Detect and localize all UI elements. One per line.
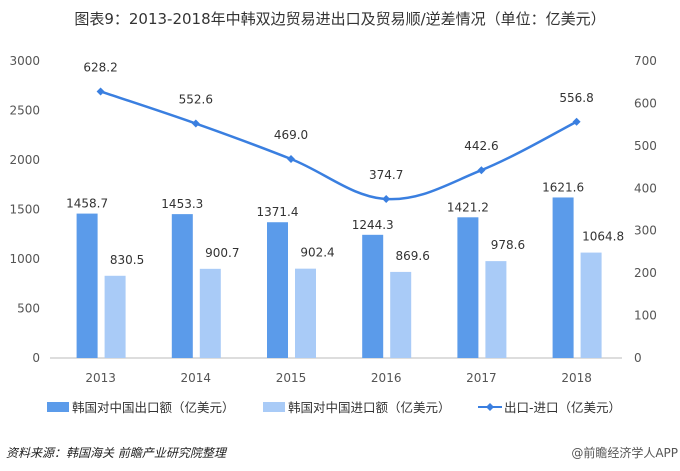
bar-data-label: 1244.3	[352, 218, 394, 232]
right-axis-tick: 600	[634, 96, 657, 110]
legend-swatch-export	[47, 402, 69, 412]
x-axis-tick: 2016	[371, 371, 402, 385]
bar-import	[104, 275, 126, 358]
bar-export	[457, 217, 479, 358]
x-axis-tick: 2014	[181, 371, 212, 385]
legend-swatch-import	[263, 402, 285, 412]
left-axis-tick: 1500	[9, 203, 40, 217]
bar-data-label: 1621.6	[542, 180, 584, 194]
chart-title: 图表9：2013-2018年中韩双边贸易进出口及贸易顺/逆差情况（单位：亿美元）	[74, 10, 605, 28]
right-axis-tick: 300	[634, 224, 657, 238]
bar-data-label: 830.5	[110, 253, 144, 267]
bar-import	[485, 261, 507, 358]
left-axis-tick: 2000	[9, 153, 40, 167]
left-axis-tick: 1000	[9, 252, 40, 266]
line-data-label: 628.2	[83, 60, 117, 74]
bar-import	[580, 252, 602, 358]
right-axis-tick: 500	[634, 139, 657, 153]
bar-export	[552, 197, 574, 358]
legend-label-export: 韩国对中国出口额（亿美元）	[72, 400, 235, 415]
source-note: 资料来源：韩国海关 前瞻产业研究院整理	[6, 446, 228, 460]
bar-export	[76, 213, 98, 358]
right-axis-tick: 0	[634, 351, 642, 365]
bar-data-label: 900.7	[205, 246, 239, 260]
bar-import	[199, 268, 221, 358]
bar-data-label: 1064.8	[582, 230, 624, 244]
x-axis-tick: 2017	[466, 371, 497, 385]
bar-export	[171, 214, 193, 358]
bar-data-label: 1421.2	[447, 200, 489, 214]
right-axis-tick: 100	[634, 309, 657, 323]
left-axis-tick: 3000	[9, 54, 40, 68]
legend-label-import: 韩国对中国进口额（亿美元）	[288, 400, 451, 415]
right-axis-tick: 200	[634, 266, 657, 280]
balance-point	[477, 166, 486, 175]
x-axis-tick: 2015	[276, 371, 307, 385]
balance-point	[382, 195, 391, 204]
line-data-label: 469.0	[274, 128, 308, 142]
left-axis-tick: 500	[17, 302, 40, 316]
left-axis-tick: 2500	[9, 104, 40, 118]
left-axis-tick: 0	[32, 351, 40, 365]
bar-import	[295, 268, 316, 358]
legend-label-balance: 出口-进口（亿美元）	[504, 400, 621, 415]
line-data-label: 552.6	[179, 93, 213, 107]
balance-point	[96, 87, 105, 96]
bar-data-label: 869.6	[396, 249, 430, 263]
right-axis-tick: 400	[634, 181, 657, 195]
balance-line	[100, 90, 578, 201]
bar-export	[267, 222, 288, 358]
credit: @前瞻经济学人APP	[571, 445, 678, 460]
balance-point	[191, 119, 200, 128]
line-data-label: 442.6	[464, 139, 498, 153]
bar-data-label: 978.6	[491, 238, 525, 252]
balance-point	[572, 117, 581, 126]
bar-export	[362, 234, 384, 358]
balance-point	[287, 155, 295, 164]
bar-data-label: 1371.4	[257, 205, 299, 219]
line-data-label: 374.7	[369, 168, 403, 182]
line-data-label: 556.8	[559, 91, 593, 105]
x-axis-tick: 2013	[85, 371, 116, 385]
legend: 韩国对中国出口额（亿美元） 韩国对中国进口额（亿美元） 出口-进口（亿美元）	[47, 400, 621, 415]
bar-import	[390, 271, 412, 358]
bar-data-label: 902.4	[300, 246, 334, 260]
bar-data-label: 1458.7	[66, 197, 108, 211]
legend-marker-balance	[486, 403, 494, 411]
bar-data-label: 1453.3	[161, 197, 203, 211]
right-axis-tick: 700	[634, 54, 657, 68]
x-axis-tick: 2018	[561, 371, 592, 385]
